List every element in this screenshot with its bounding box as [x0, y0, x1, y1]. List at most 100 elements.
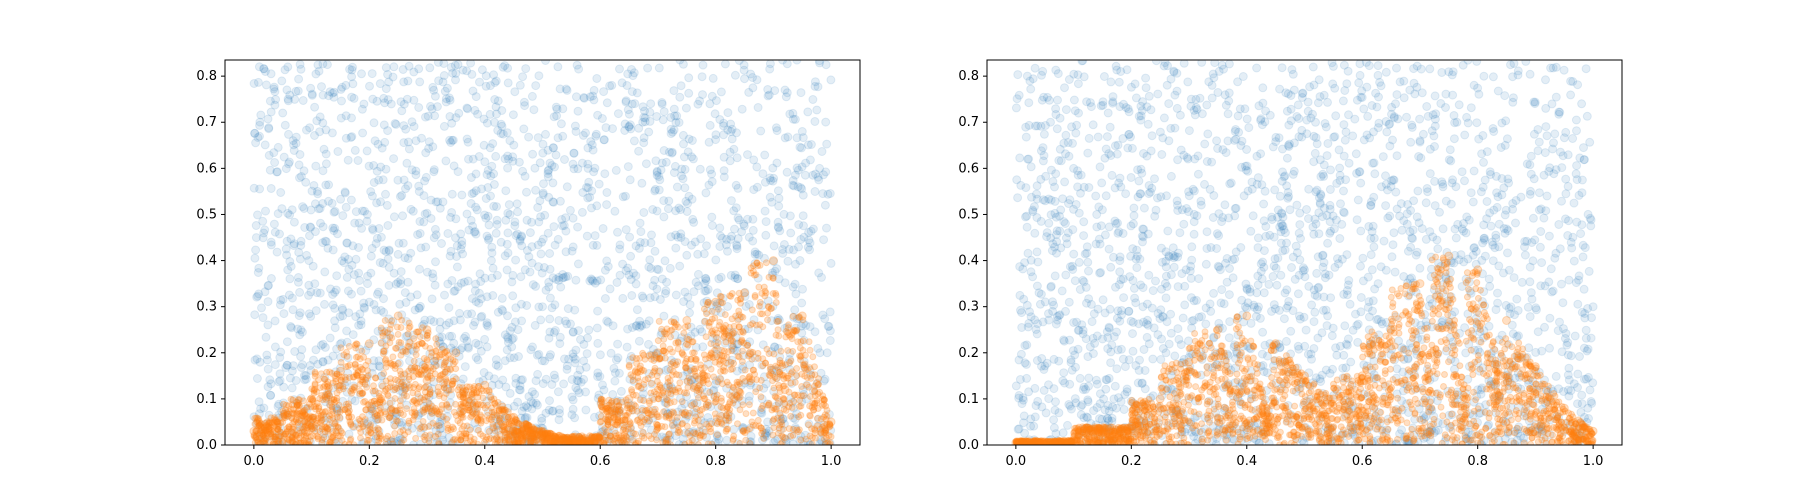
scatter-point — [715, 223, 725, 233]
scatter-point — [435, 324, 445, 334]
scatter-point — [370, 136, 380, 146]
scatter-point — [364, 161, 374, 171]
scatter-point — [701, 274, 711, 284]
scatter-point — [789, 403, 798, 413]
scatter-point — [823, 189, 833, 199]
scatter-point — [641, 159, 651, 169]
scatter-point — [424, 143, 434, 153]
scatter-point — [252, 419, 262, 429]
scatter-point — [545, 249, 555, 258]
x-tick-label: 0.6 — [590, 454, 611, 469]
scatter-point — [253, 77, 263, 87]
scatter-point — [659, 212, 669, 222]
scatter-point — [805, 421, 812, 429]
scatter-point — [732, 339, 742, 349]
scatter-point — [522, 187, 531, 197]
scatter-point — [384, 391, 392, 398]
scatter-point — [391, 279, 401, 289]
scatter-point — [399, 371, 409, 381]
scatter-point — [789, 181, 799, 191]
scatter-point — [660, 408, 668, 416]
scatter-point — [590, 412, 599, 422]
scatter-point — [594, 179, 604, 189]
scatter-point — [584, 325, 594, 335]
scatter-point — [748, 214, 758, 224]
scatter-point — [616, 396, 626, 406]
scatter-point — [644, 316, 654, 326]
scatter-point — [477, 65, 487, 75]
scatter-point — [607, 80, 617, 90]
scatter-point — [503, 248, 513, 258]
scatter-point — [788, 439, 798, 445]
scatter-point — [337, 96, 346, 106]
scatter-point — [724, 327, 734, 337]
scatter-point — [783, 256, 793, 266]
scatter-point — [704, 440, 712, 445]
scatter-point — [367, 243, 377, 253]
scatter-point — [384, 245, 394, 255]
scatter-point — [431, 230, 441, 240]
scatter-point — [505, 426, 515, 436]
scatter-point — [625, 432, 635, 441]
scatter-point — [426, 420, 436, 430]
scatter-point — [260, 287, 270, 297]
scatter-point — [591, 439, 601, 445]
scatter-point — [592, 240, 602, 250]
scatter-point — [513, 325, 523, 335]
scatter-point — [471, 338, 481, 348]
scatter-point — [275, 300, 285, 310]
scatter-point — [488, 291, 498, 300]
scatter-point — [380, 347, 388, 355]
scatter-point — [266, 237, 276, 247]
scatter-point — [474, 426, 482, 434]
scatter-point — [806, 412, 814, 420]
scatter-point — [790, 397, 798, 405]
scatter-point — [760, 253, 769, 263]
scatter-point — [721, 311, 729, 319]
scatter-point — [310, 227, 320, 237]
scatter-point — [330, 223, 340, 233]
scatter-point — [276, 295, 286, 305]
scatter-point — [377, 371, 386, 381]
scatter-point — [587, 275, 597, 285]
scatter-point — [545, 396, 554, 406]
scatter-point — [521, 432, 531, 442]
scatter-point — [396, 397, 404, 405]
scatter-point — [751, 293, 759, 301]
scatter-point — [302, 125, 311, 135]
scatter-point — [591, 129, 601, 139]
scatter-point — [790, 371, 800, 381]
scatter-point — [381, 84, 391, 94]
scatter-point — [275, 353, 285, 362]
scatter-point — [452, 412, 460, 419]
scatter-point — [436, 423, 446, 433]
scatter-point — [307, 89, 317, 99]
scatter-point — [797, 127, 807, 136]
scatter-point — [774, 201, 784, 211]
scatter-point — [311, 345, 321, 355]
scatter-point — [253, 210, 262, 220]
scatter-point — [725, 156, 735, 166]
scatter-point — [320, 299, 329, 309]
scatter-point — [819, 170, 828, 180]
scatter-point — [658, 115, 668, 125]
scatter-point — [388, 414, 398, 424]
scatter-point — [680, 287, 690, 297]
scatter-point — [561, 84, 571, 94]
scatter-point — [265, 424, 273, 432]
scatter-point — [431, 433, 439, 441]
scatter-point — [364, 297, 374, 307]
scatter-point — [301, 371, 311, 380]
scatter-point — [450, 286, 460, 296]
scatter-point — [726, 292, 734, 300]
scatter-point — [374, 287, 383, 297]
scatter-point — [737, 396, 747, 406]
scatter-point — [425, 63, 435, 73]
scatter-point — [479, 140, 489, 150]
scatter-point — [409, 122, 419, 131]
scatter-point — [515, 80, 525, 90]
scatter-point — [627, 87, 637, 97]
scatter-point — [447, 276, 457, 285]
scatter-point — [757, 310, 764, 318]
scatter-point — [324, 180, 334, 190]
